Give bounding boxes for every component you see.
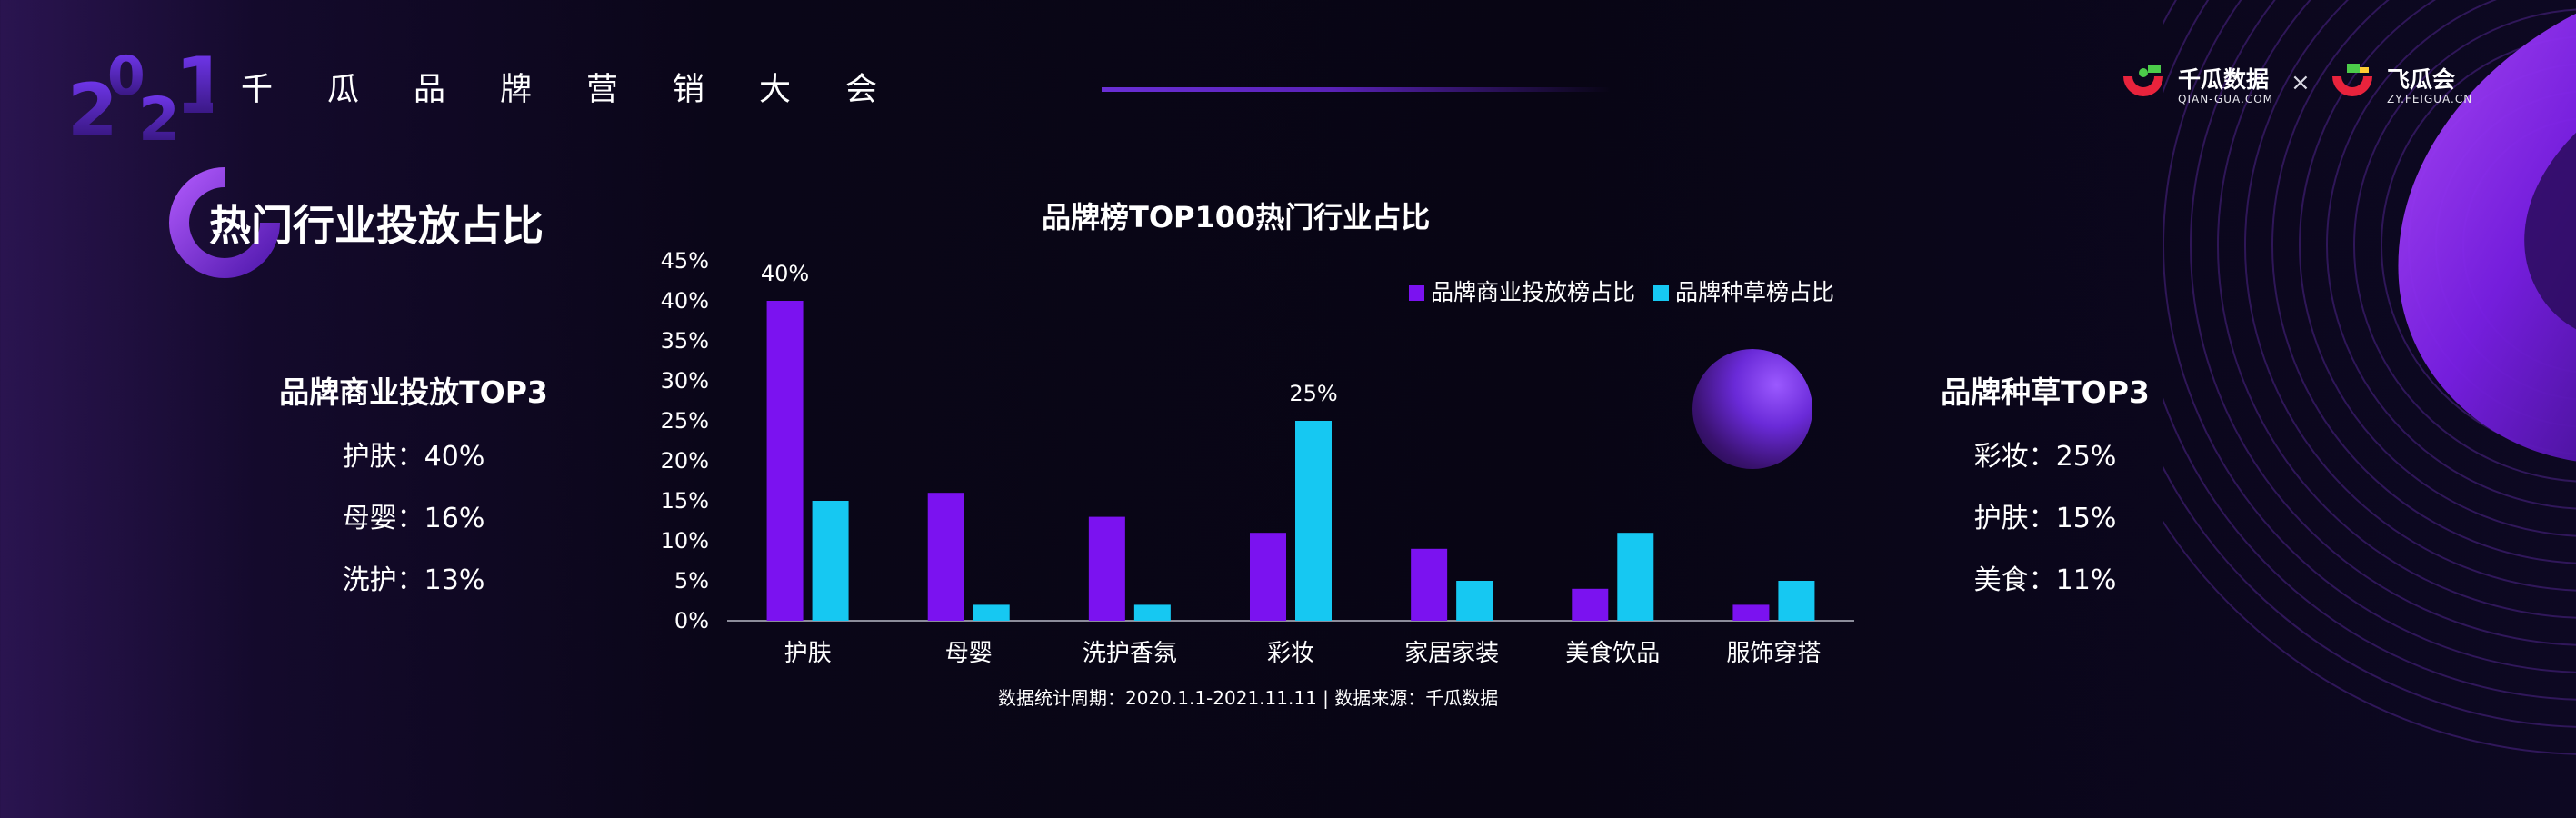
bar-seeding xyxy=(812,501,849,621)
legend-label-series-1: 品牌商业投放榜占比 xyxy=(1431,279,1636,305)
commercial-top3-item: 洗护：13% xyxy=(342,564,485,596)
bar-seeding xyxy=(1456,581,1493,621)
bar-commercial xyxy=(1250,533,1286,621)
bar-commercial xyxy=(1088,516,1125,621)
commercial-top3-title: 品牌商业投放TOP3 xyxy=(279,374,548,410)
bar-seeding xyxy=(1295,421,1332,621)
x-category-label: 家居家装 xyxy=(1404,640,1499,667)
bar-commercial xyxy=(766,301,804,621)
bar-seeding xyxy=(1133,604,1171,621)
year-2021-mark: 2 0 2 1 xyxy=(67,41,213,149)
commercial-top3-item: 母婴：16% xyxy=(342,503,485,534)
legend-label-series-2: 品牌种草榜占比 xyxy=(1674,279,1834,305)
bar-commercial xyxy=(1732,604,1770,621)
feigua-logo-url: ZY.FEIGUA.CN xyxy=(2387,93,2473,105)
seeding-top3-panel: 品牌种草TOP3 彩妆：25% 护肤：15% 美食：11% xyxy=(1918,368,2172,597)
industry-share-bar-chart: 0% 5% 10% 15% 20% 25% 30% 35% 40% 45% 护肤 母婴 洗护香氛 彩妆 家居… xyxy=(661,248,1854,667)
bar-commercial xyxy=(927,493,964,621)
y-tick-label: 30% xyxy=(661,368,709,394)
y-tick-label: 45% xyxy=(661,248,709,274)
bar-seeding xyxy=(973,604,1010,621)
y-tick-label: 15% xyxy=(661,488,709,514)
seeding-top3-item: 护肤：15% xyxy=(1973,503,2117,534)
bar-data-label: 25% xyxy=(1289,381,1337,406)
y-tick-label: 40% xyxy=(661,288,709,314)
logo-separator: × xyxy=(2291,69,2311,96)
year-digit: 2 xyxy=(138,85,180,149)
title-divider-line xyxy=(1102,87,1611,92)
decorative-swirl-graphic xyxy=(2163,0,2576,755)
x-category-label: 护肤 xyxy=(784,640,832,667)
bar-data-label: 40% xyxy=(761,261,809,286)
bar-commercial xyxy=(1411,548,1448,621)
data-source-footnote: 数据统计周期：2020.1.1-2021.11.11 | 数据来源：千瓜数据 xyxy=(998,687,1499,709)
chart-title: 品牌榜TOP100热门行业占比 xyxy=(1042,200,1431,234)
section-title-ring-icon xyxy=(169,167,280,278)
commercial-top3-item: 护肤：40% xyxy=(342,441,485,473)
y-tick-label: 25% xyxy=(661,408,709,434)
seeding-top3-item: 彩妆：25% xyxy=(1973,441,2117,473)
chart-legend: 品牌商业投放榜占比 品牌种草榜占比 xyxy=(1409,274,1845,307)
section-title: 热门行业投放占比 xyxy=(209,201,544,250)
x-category-label: 美食饮品 xyxy=(1565,640,1660,667)
year-digit: 0 xyxy=(107,45,145,108)
y-tick-label: 10% xyxy=(661,528,709,554)
x-category-label: 彩妆 xyxy=(1267,640,1314,667)
legend-item-series-2: 品牌种草榜占比 xyxy=(1652,274,1834,307)
y-tick-label: 35% xyxy=(661,328,709,354)
legend-item-series-1: 品牌商业投放榜占比 xyxy=(1409,274,1635,307)
bar-commercial xyxy=(1572,588,1609,621)
bar-seeding xyxy=(1617,533,1654,621)
y-tick-label: 20% xyxy=(661,448,709,474)
bar-seeding xyxy=(1778,581,1815,621)
x-category-label: 洗护香氛 xyxy=(1083,640,1177,667)
legend-swatch-series-2 xyxy=(1652,285,1669,301)
x-category-label: 服饰穿搭 xyxy=(1726,640,1821,667)
year-digit: 2 xyxy=(67,68,118,149)
feigua-logo-name: 飞瓜会 xyxy=(2387,66,2456,93)
seeding-top3-item: 美食：11% xyxy=(1973,564,2117,596)
decorative-sphere xyxy=(1692,349,1812,469)
qiangua-logo-name: 千瓜数据 xyxy=(2178,66,2270,93)
event-title: 千瓜品牌营销大会 xyxy=(241,72,933,108)
legend-swatch-series-1 xyxy=(1409,285,1424,301)
x-category-label: 母婴 xyxy=(945,640,993,667)
y-tick-label: 5% xyxy=(674,568,709,594)
qiangua-logo-url: QIAN-GUA.COM xyxy=(2178,93,2274,105)
feigua-logo-icon xyxy=(2332,64,2372,96)
y-tick-label: 0% xyxy=(674,608,709,633)
seeding-top3-title: 品牌种草TOP3 xyxy=(1941,374,2150,410)
qiangua-logo-icon xyxy=(2123,65,2163,96)
year-digit: 1 xyxy=(175,41,213,132)
commercial-top3-panel: 品牌商业投放TOP3 护肤：40% 母婴：16% 洗护：13% xyxy=(264,368,564,597)
